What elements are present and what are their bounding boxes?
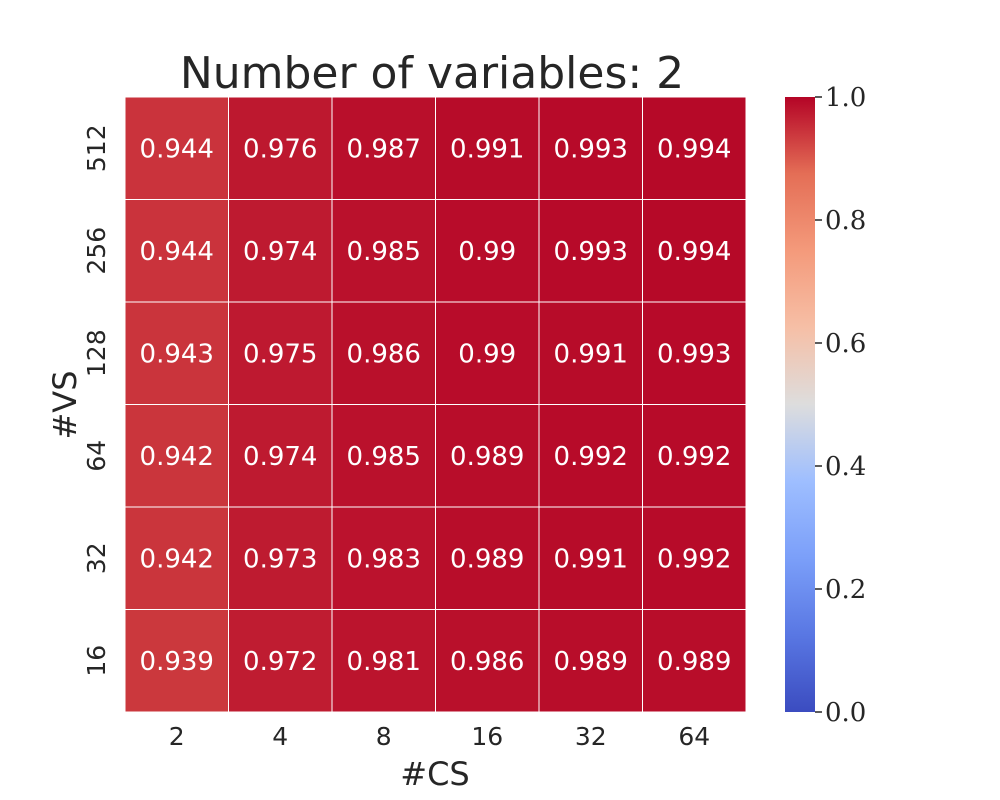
heatmap-cell: [435, 96, 540, 200]
cell-value-label: 0.986: [450, 647, 524, 677]
heatmap-cell: [124, 301, 229, 405]
cell-value-label: 0.993: [657, 339, 731, 369]
y-tick-label: 64: [82, 440, 111, 472]
heatmap-cell: [538, 506, 643, 610]
cell-value-label: 0.981: [347, 647, 421, 677]
heatmap-cell: [642, 301, 747, 405]
colorbar: [785, 97, 815, 712]
x-tick-label: 2: [169, 722, 185, 751]
colorbar-tick-label: 0.8: [825, 206, 866, 236]
cell-value-label: 0.985: [347, 237, 421, 267]
cell-value-label: 0.989: [657, 647, 731, 677]
heatmap-cell: [642, 96, 747, 200]
heatmap-cell: [538, 96, 643, 200]
cell-value-label: 0.985: [347, 442, 421, 472]
cell-value-label: 0.944: [140, 237, 214, 267]
heatmap-cell: [538, 609, 643, 713]
y-axis-label: #VS: [46, 370, 84, 439]
y-tick-label: 128: [82, 329, 111, 377]
cell-value-label: 0.972: [243, 647, 317, 677]
heatmap-cell: [331, 404, 436, 508]
heatmap-cell: [124, 506, 229, 610]
cell-value-label: 0.991: [554, 544, 628, 574]
heatmap-cell: [435, 506, 540, 610]
colorbar-tick-label: 1.0: [825, 83, 866, 113]
cell-value-label: 0.993: [554, 237, 628, 267]
heatmap-cells: [124, 96, 747, 713]
cell-value-label: 0.991: [450, 134, 524, 164]
cell-value-label: 0.989: [450, 544, 524, 574]
cell-value-label: 0.989: [554, 647, 628, 677]
cell-value-label: 0.993: [554, 134, 628, 164]
chart-title: Number of variables: 2: [180, 48, 684, 99]
cell-value-label: 0.991: [554, 339, 628, 369]
cell-value-label: 0.942: [140, 442, 214, 472]
colorbar-tick-label: 0.0: [825, 698, 866, 728]
cell-value-label: 0.99: [458, 339, 516, 369]
cell-value-label: 0.989: [450, 442, 524, 472]
heatmap-cell: [124, 609, 229, 713]
heatmap-cell: [228, 404, 333, 508]
x-tick-label: 32: [575, 722, 607, 751]
cell-value-label: 0.974: [243, 442, 317, 472]
heatmap-cell: [228, 199, 333, 303]
y-tick-label: 512: [82, 124, 111, 172]
heatmap-cell: [435, 609, 540, 713]
cell-value-label: 0.994: [657, 134, 731, 164]
x-tick-label: 16: [471, 722, 503, 751]
x-tick-label: 4: [272, 722, 288, 751]
heatmap-cell: [435, 199, 540, 303]
heatmap-cell: [331, 506, 436, 610]
heatmap-cell: [331, 96, 436, 200]
heatmap-cell: [124, 404, 229, 508]
x-tick-label: 64: [678, 722, 710, 751]
heatmap-cell-labels: 0.944 0.976 0.987 0.991 0.993 0.994 0.944 0.974…: [140, 134, 732, 677]
x-tick-label: 8: [376, 722, 392, 751]
x-axis-ticks: 2 4 8 16 32 64: [169, 722, 710, 751]
cell-value-label: 0.992: [657, 442, 731, 472]
heatmap-cell: [124, 96, 229, 200]
heatmap-cell: [642, 506, 747, 610]
x-axis-label: #CS: [400, 755, 469, 793]
cell-value-label: 0.983: [347, 544, 421, 574]
cell-value-label: 0.987: [347, 134, 421, 164]
y-tick-label: 16: [82, 645, 111, 677]
cell-value-label: 0.973: [243, 544, 317, 574]
heatmap-cell: [228, 301, 333, 405]
y-tick-label: 256: [82, 227, 111, 275]
cell-value-label: 0.99: [458, 237, 516, 267]
y-axis-ticks: 512 256 128 64 32 16: [82, 124, 111, 676]
heatmap-cell: [435, 404, 540, 508]
y-tick-label: 32: [82, 542, 111, 574]
cell-value-label: 0.943: [140, 339, 214, 369]
heatmap-cell: [642, 609, 747, 713]
colorbar-ticks: 0.0 0.2 0.4 0.6 0.8 1.0: [815, 83, 866, 728]
heatmap-cell: [228, 96, 333, 200]
colorbar-tick-label: 0.2: [825, 575, 866, 605]
cell-value-label: 0.939: [140, 647, 214, 677]
heatmap-cell: [331, 301, 436, 405]
cell-value-label: 0.994: [657, 237, 731, 267]
heatmap-cell: [642, 404, 747, 508]
cell-value-label: 0.944: [140, 134, 214, 164]
cell-value-label: 0.974: [243, 237, 317, 267]
colorbar-tick-label: 0.4: [825, 452, 866, 482]
heatmap-cell: [538, 404, 643, 508]
cell-value-label: 0.992: [554, 442, 628, 472]
heatmap-cell: [642, 199, 747, 303]
colorbar-tick-label: 0.6: [825, 329, 866, 359]
heatmap-cell: [538, 301, 643, 405]
cell-value-label: 0.992: [657, 544, 731, 574]
cell-value-label: 0.975: [243, 339, 317, 369]
cell-value-label: 0.942: [140, 544, 214, 574]
cell-value-label: 0.976: [243, 134, 317, 164]
cell-value-label: 0.986: [347, 339, 421, 369]
heatmap-cell: [435, 301, 540, 405]
